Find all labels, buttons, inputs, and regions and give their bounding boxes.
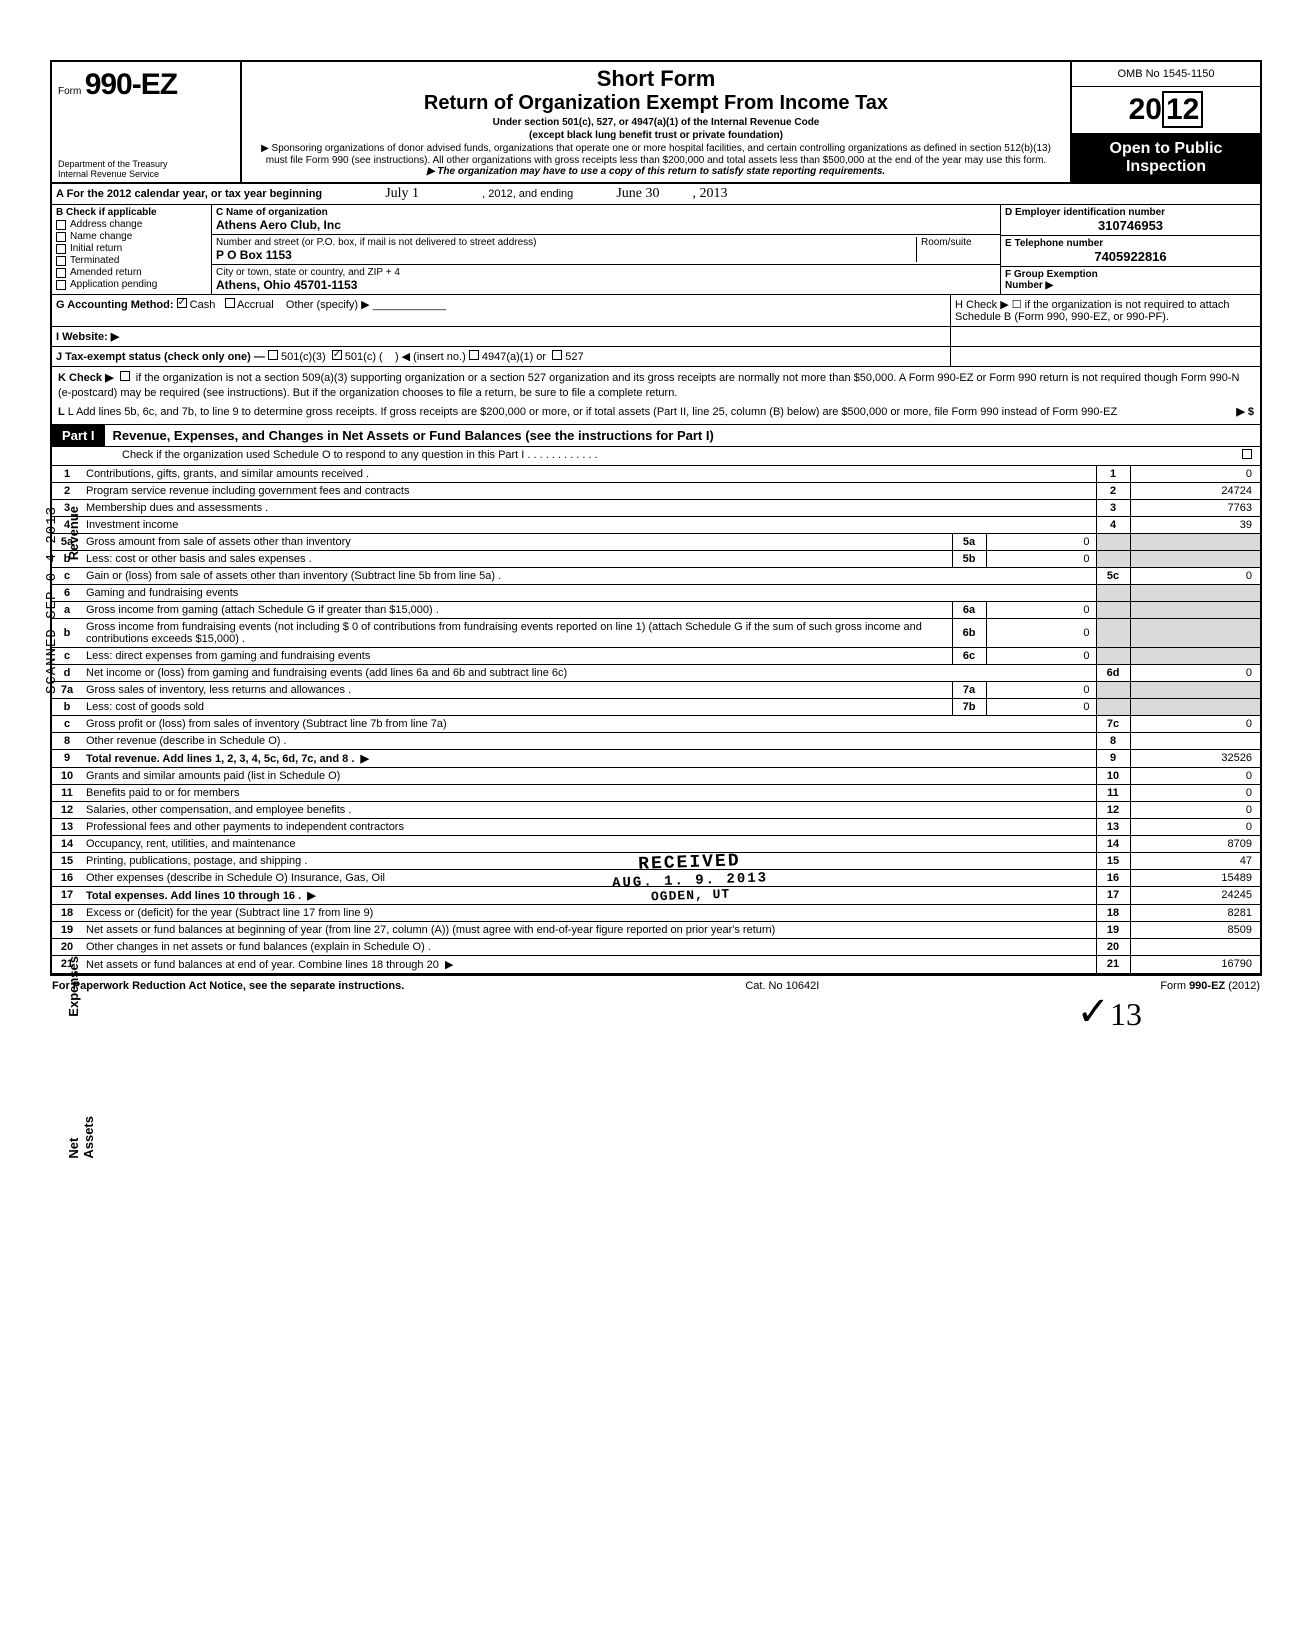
- line-j: J Tax-exempt status (check only one) — 5…: [52, 347, 1260, 367]
- chk-k[interactable]: [120, 371, 130, 381]
- header-right: OMB No 1545-1150 2012 Open to Public Ins…: [1070, 62, 1260, 182]
- line-row: 13Professional fees and other payments t…: [52, 818, 1260, 835]
- line-k-l: K Check ▶ if the organization is not a s…: [52, 367, 1260, 425]
- subtitle-3: ▶ Sponsoring organizations of donor advi…: [250, 143, 1062, 166]
- form-990ez: Form 990-EZ Department of the Treasury I…: [50, 60, 1262, 976]
- line-g: G Accounting Method: Cash Accrual Other …: [52, 295, 1260, 327]
- header-center: Short Form Return of Organization Exempt…: [242, 62, 1070, 182]
- received-stamp: RECEIVED AUG. 1. 9. 2013 OGDEN, UT: [611, 851, 769, 906]
- scanned-stamp: SCANNED SEP 0 4 2013: [44, 506, 60, 694]
- chk-address-change[interactable]: Address change: [56, 219, 207, 230]
- chk-501c[interactable]: [332, 350, 342, 360]
- form-header: Form 990-EZ Department of the Treasury I…: [52, 62, 1260, 184]
- line-row: aGross income from gaming (attach Schedu…: [52, 601, 1260, 618]
- col-def: D Employer identification number 3107469…: [1000, 205, 1260, 294]
- ein: 310746953: [1005, 218, 1256, 233]
- line-row: 12Salaries, other compensation, and empl…: [52, 801, 1260, 818]
- line-row: dNet income or (loss) from gaming and fu…: [52, 664, 1260, 681]
- chk-initial-return[interactable]: Initial return: [56, 243, 207, 254]
- part-1-header: Part I Revenue, Expenses, and Changes in…: [52, 425, 1260, 447]
- line-row: 21Net assets or fund balances at end of …: [52, 955, 1260, 973]
- form-prefix: Form: [58, 86, 81, 97]
- room-suite: Room/suite: [916, 237, 996, 262]
- line-row: 7aGross sales of inventory, less returns…: [52, 681, 1260, 698]
- tax-year-end-month: June 30: [616, 186, 659, 201]
- line-row: 11Benefits paid to or for members110: [52, 784, 1260, 801]
- line-row: bLess: cost or other basis and sales exp…: [52, 550, 1260, 567]
- chk-schedule-o[interactable]: [1242, 449, 1252, 459]
- col-c: C Name of organization Athens Aero Club,…: [212, 205, 1000, 294]
- form-number: 990-EZ: [85, 68, 177, 101]
- line-row: 1Contributions, gifts, grants, and simil…: [52, 466, 1260, 483]
- chk-terminated[interactable]: Terminated: [56, 255, 207, 266]
- chk-name-change[interactable]: Name change: [56, 231, 207, 242]
- col-b: B Check if applicable Address change Nam…: [52, 205, 212, 294]
- chk-527[interactable]: [552, 350, 562, 360]
- expenses-tab: Expenses: [66, 956, 81, 1017]
- tax-year-begin: July 1: [385, 186, 419, 201]
- org-street: P O Box 1153: [216, 248, 916, 262]
- chk-accrual[interactable]: [225, 298, 235, 308]
- line-row: 2Program service revenue including gover…: [52, 482, 1260, 499]
- line-row: 10Grants and similar amounts paid (list …: [52, 767, 1260, 784]
- line-row: 19Net assets or fund balances at beginni…: [52, 921, 1260, 938]
- return-title: Return of Organization Exempt From Incom…: [250, 92, 1062, 115]
- section-bcdef: B Check if applicable Address change Nam…: [52, 205, 1260, 295]
- form-footer-right: Form 990-EZ (2012): [1160, 980, 1260, 992]
- netassets-tab: Net Assets: [66, 1116, 96, 1159]
- chk-cash[interactable]: [177, 298, 187, 308]
- org-city: Athens, Ohio 45701-1153: [216, 278, 996, 292]
- omb-number: OMB No 1545-1150: [1072, 62, 1260, 87]
- chk-501c3[interactable]: [268, 350, 278, 360]
- line-row: 14Occupancy, rent, utilities, and mainte…: [52, 835, 1260, 852]
- line-row: 3Membership dues and assessments .37763: [52, 499, 1260, 516]
- short-form-title: Short Form: [250, 66, 1062, 92]
- subtitle-1: Under section 501(c), 527, or 4947(a)(1)…: [250, 117, 1062, 128]
- line-row: 6Gaming and fundraising events: [52, 584, 1260, 601]
- signature-mark: ✓13: [50, 988, 1262, 1035]
- phone: 7405922816: [1005, 249, 1256, 264]
- chk-amended-return[interactable]: Amended return: [56, 267, 207, 278]
- line-row: bLess: cost of goods sold7b0: [52, 698, 1260, 715]
- line-row: cLess: direct expenses from gaming and f…: [52, 647, 1260, 664]
- line-row: 5aGross amount from sale of assets other…: [52, 533, 1260, 550]
- subtitle-4: ▶ The organization may have to use a cop…: [250, 166, 1062, 177]
- line-row: cGross profit or (loss) from sales of in…: [52, 715, 1260, 732]
- chk-application-pending[interactable]: Application pending: [56, 279, 207, 290]
- line-row: 20Other changes in net assets or fund ba…: [52, 938, 1260, 955]
- revenue-tab: Revenue: [66, 506, 81, 560]
- line-h: H Check ▶ ☐ if the organization is not r…: [950, 295, 1260, 326]
- part-1-body: SCANNED SEP 0 4 2013 Revenue Expenses Ne…: [52, 466, 1260, 974]
- open-to-public: Open to Public Inspection: [1072, 134, 1260, 182]
- line-row: 8Other revenue (describe in Schedule O) …: [52, 732, 1260, 749]
- chk-4947[interactable]: [469, 350, 479, 360]
- line-i: I Website: ▶: [52, 327, 1260, 347]
- header-left: Form 990-EZ Department of the Treasury I…: [52, 62, 242, 182]
- tax-year: 2012: [1072, 87, 1260, 134]
- org-name: Athens Aero Club, Inc: [216, 218, 996, 232]
- line-row: 9Total revenue. Add lines 1, 2, 3, 4, 5c…: [52, 749, 1260, 767]
- line-row: 4Investment income439: [52, 516, 1260, 533]
- tax-year-end-year: , 2013: [693, 186, 728, 201]
- line-a: A For the 2012 calendar year, or tax yea…: [52, 184, 1260, 205]
- subtitle-2: (except black lung benefit trust or priv…: [250, 130, 1062, 141]
- part-1-sub: Check if the organization used Schedule …: [52, 447, 1260, 466]
- line-row: 18Excess or (deficit) for the year (Subt…: [52, 904, 1260, 921]
- line-row: bGross income from fundraising events (n…: [52, 618, 1260, 647]
- line-row: cGain or (loss) from sale of assets othe…: [52, 567, 1260, 584]
- treasury-dept: Department of the Treasury Internal Reve…: [58, 160, 234, 180]
